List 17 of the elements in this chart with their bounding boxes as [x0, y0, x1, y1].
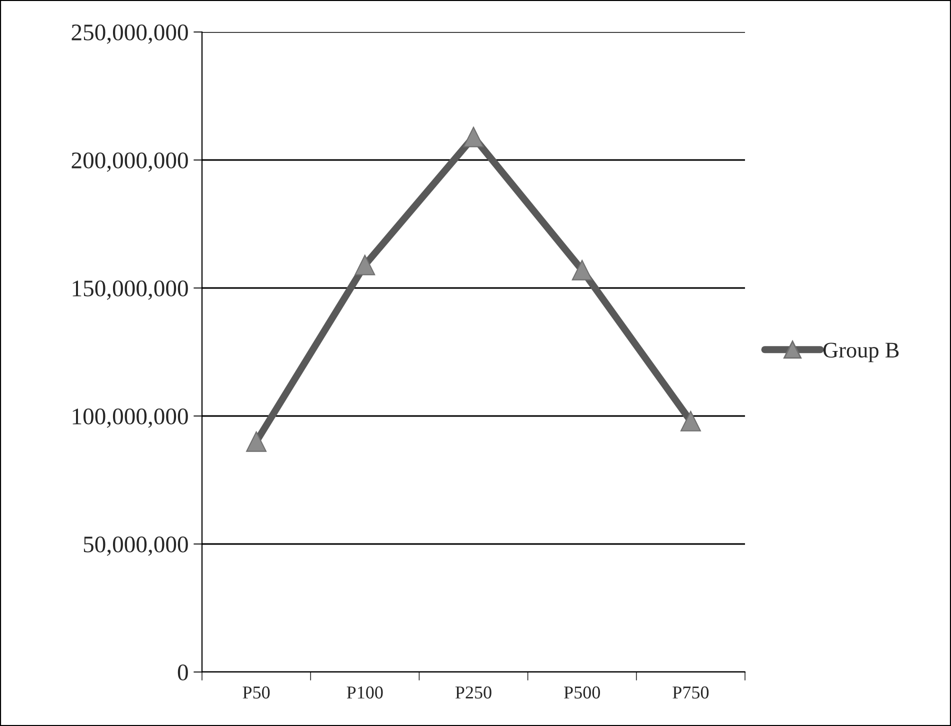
y-tick-label: 0: [178, 664, 188, 680]
y-tick-label: 200,000,000: [72, 152, 188, 172]
x-tick-label: P100: [346, 686, 383, 699]
point: [680, 410, 701, 432]
point: [463, 126, 484, 148]
x-tick-label: P500: [564, 686, 600, 699]
legend-label: Group B: [823, 342, 899, 362]
y-tick-label: 100,000,000: [72, 408, 188, 428]
y-tick-label: 50,000,000: [84, 536, 188, 556]
x-tick-label: P250: [455, 686, 492, 699]
point: [572, 260, 592, 280]
point: [354, 254, 376, 276]
point: [246, 431, 267, 452]
x-tick-label: P50: [242, 686, 270, 699]
x-tick-label: P750: [672, 686, 709, 699]
y-tick-label: 150,000,000: [72, 280, 188, 300]
y-tick-label: 250,000,000: [72, 24, 188, 44]
